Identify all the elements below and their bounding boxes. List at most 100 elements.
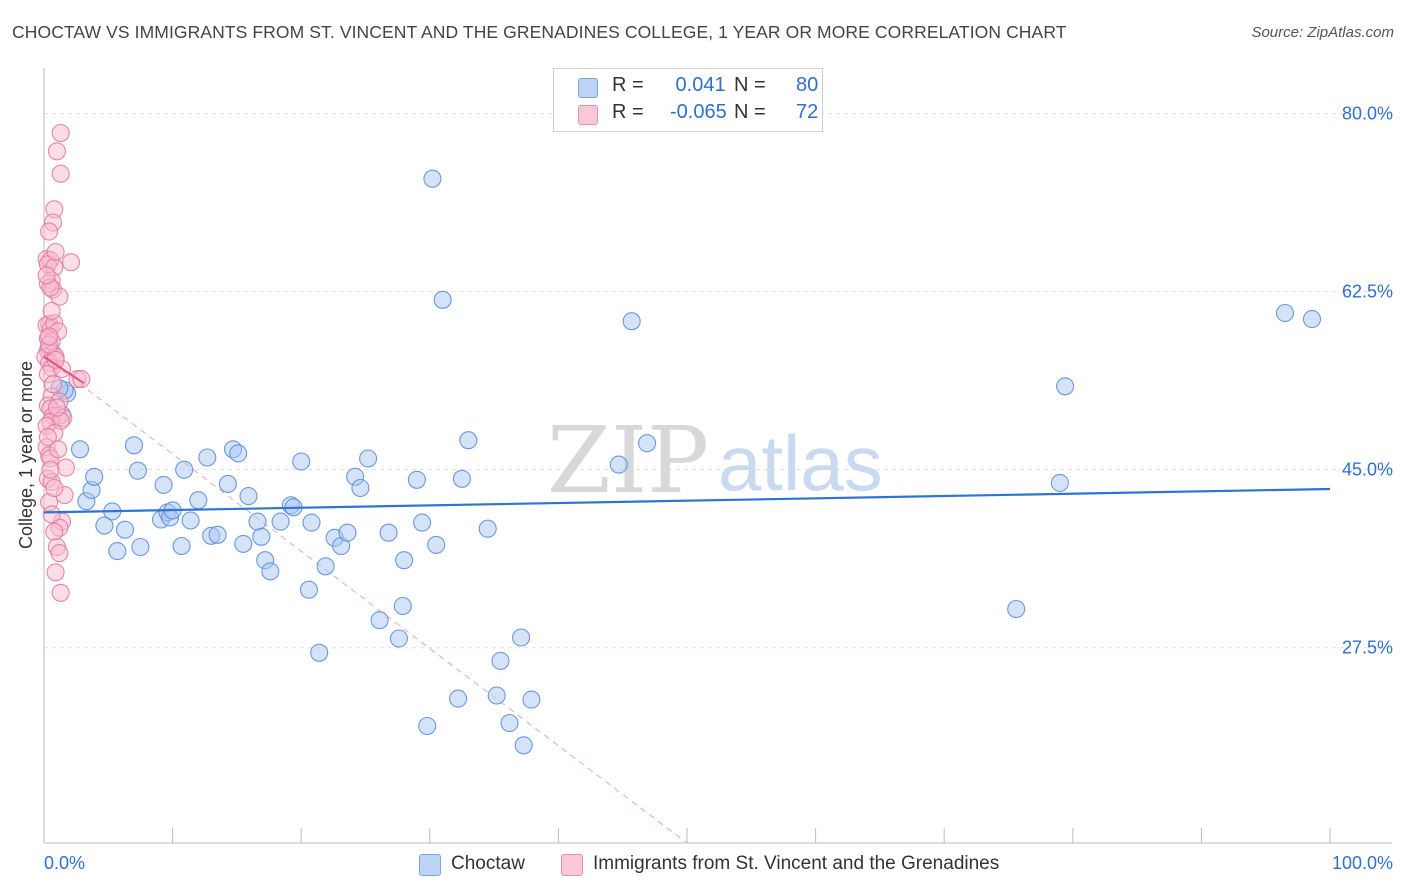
- immigrants-point: [51, 583, 70, 602]
- immigrants-point: [45, 478, 64, 498]
- bottom-legend-swatch-pink: [561, 854, 583, 876]
- choctaw-point: [459, 431, 478, 450]
- immigrants-point: [40, 222, 59, 241]
- choctaw-point: [252, 527, 271, 546]
- y-tick-label: 27.5%: [1342, 638, 1393, 658]
- legend-swatch-blue: [578, 78, 598, 98]
- choctaw-point: [433, 290, 452, 309]
- immigrants-point: [46, 242, 65, 262]
- choctaw-point: [500, 713, 519, 733]
- choctaw-point: [379, 523, 398, 542]
- choctaw-point: [310, 643, 329, 662]
- choctaw-point: [248, 512, 267, 531]
- choctaw-point: [198, 448, 217, 467]
- immigrants-point: [47, 142, 66, 161]
- choctaw-point: [115, 520, 135, 539]
- correlation-legend: R = 0.041 N = 80 R = -0.065 N = 72: [553, 68, 823, 132]
- choctaw-point: [128, 461, 147, 480]
- y-axis-label: College, 1 year or more: [16, 360, 36, 550]
- choctaw-point: [261, 562, 280, 581]
- legend-r-label: R =: [612, 101, 644, 123]
- choctaw-point: [622, 312, 641, 331]
- choctaw-point: [427, 535, 446, 554]
- watermark-atlas: atlas: [718, 419, 883, 507]
- trend-lines: [43, 356, 688, 844]
- choctaw-point: [338, 523, 357, 542]
- choctaw-point: [418, 716, 437, 736]
- data-points: [36, 123, 1331, 755]
- immigrants-point: [61, 253, 81, 272]
- choctaw-point: [302, 513, 321, 532]
- choctaw-point: [522, 690, 541, 709]
- choctaw-point: [70, 440, 90, 459]
- bottom-legend-label: Immigrants from St. Vincent and the Gren…: [593, 853, 1000, 874]
- immigrants-point: [56, 458, 75, 477]
- grid-lines: [44, 113, 1392, 649]
- y-tick-label: 62.5%: [1342, 282, 1393, 302]
- immigrants-point: [47, 398, 66, 417]
- immigrants-point: [46, 563, 65, 582]
- trend-line-immigrants-extended: [43, 356, 688, 844]
- immigrants-point: [49, 440, 68, 459]
- choctaw-point: [292, 452, 311, 471]
- choctaw-point: [638, 434, 657, 453]
- choctaw-point: [1007, 599, 1026, 619]
- legend-n-value: 72: [796, 101, 819, 123]
- choctaw-point: [1050, 473, 1069, 492]
- choctaw-point: [609, 455, 628, 474]
- watermark-zip: ZIP: [547, 407, 709, 514]
- choctaw-point: [229, 444, 248, 463]
- legend-swatch-pink: [578, 105, 598, 125]
- legend-r-value: 0.041: [670, 74, 726, 96]
- immigrants-point: [38, 428, 57, 447]
- choctaw-point: [423, 169, 442, 188]
- legend-n-value: 80: [796, 74, 819, 96]
- choctaw-point: [95, 516, 114, 535]
- choctaw-point: [218, 474, 237, 493]
- choctaw-point: [351, 478, 370, 498]
- choctaw-point: [452, 469, 471, 488]
- choctaw-point: [1056, 377, 1075, 396]
- choctaw-point: [393, 596, 412, 616]
- choctaw-point: [407, 470, 426, 489]
- choctaw-point: [512, 628, 531, 647]
- choctaw-point: [413, 513, 432, 532]
- choctaw-point: [85, 467, 104, 486]
- bottom-legend-label: Choctaw: [451, 853, 525, 874]
- choctaw-point: [239, 487, 258, 506]
- choctaw-point: [370, 611, 389, 630]
- choctaw-point: [271, 512, 290, 531]
- choctaw-point: [449, 689, 468, 708]
- immigrants-point: [51, 164, 70, 183]
- immigrants-point: [42, 301, 61, 321]
- choctaw-point: [208, 525, 227, 544]
- choctaw-point: [189, 491, 208, 510]
- trend-line-choctaw: [43, 487, 1331, 514]
- choctaw-point: [131, 537, 150, 557]
- choctaw-point: [395, 551, 414, 570]
- choctaw-point: [181, 511, 200, 530]
- immigrants-point: [41, 460, 60, 479]
- legend-row-choctaw: R = 0.041 N = 80: [578, 74, 818, 100]
- choctaw-point: [108, 542, 127, 561]
- x-tick-label: 0.0%: [44, 853, 85, 873]
- immigrants-point: [40, 327, 59, 346]
- choctaw-point: [491, 651, 510, 670]
- chart-title: CHOCTAW VS IMMIGRANTS FROM ST. VINCENT A…: [12, 22, 1067, 42]
- tick-labels: 80.0% 62.5% 45.0% 27.5% 0.0% 100.0%: [44, 104, 1393, 873]
- choctaw-point: [234, 534, 253, 553]
- immigrants-point: [37, 266, 56, 285]
- choctaw-point: [478, 519, 497, 538]
- legend-row-immigrants: R = -0.065 N = 72: [578, 101, 818, 127]
- immigrants-point: [43, 375, 63, 394]
- legend-n-label: N =: [734, 101, 766, 123]
- legend-r-label: R =: [612, 74, 644, 96]
- choctaw-point: [299, 580, 318, 599]
- y-tick-label: 45.0%: [1342, 460, 1393, 480]
- immigrants-point: [51, 123, 70, 143]
- x-tick-label: 100.0%: [1332, 853, 1393, 873]
- choctaw-point: [154, 475, 173, 494]
- choctaw-point: [514, 736, 533, 755]
- choctaw-point: [172, 536, 191, 556]
